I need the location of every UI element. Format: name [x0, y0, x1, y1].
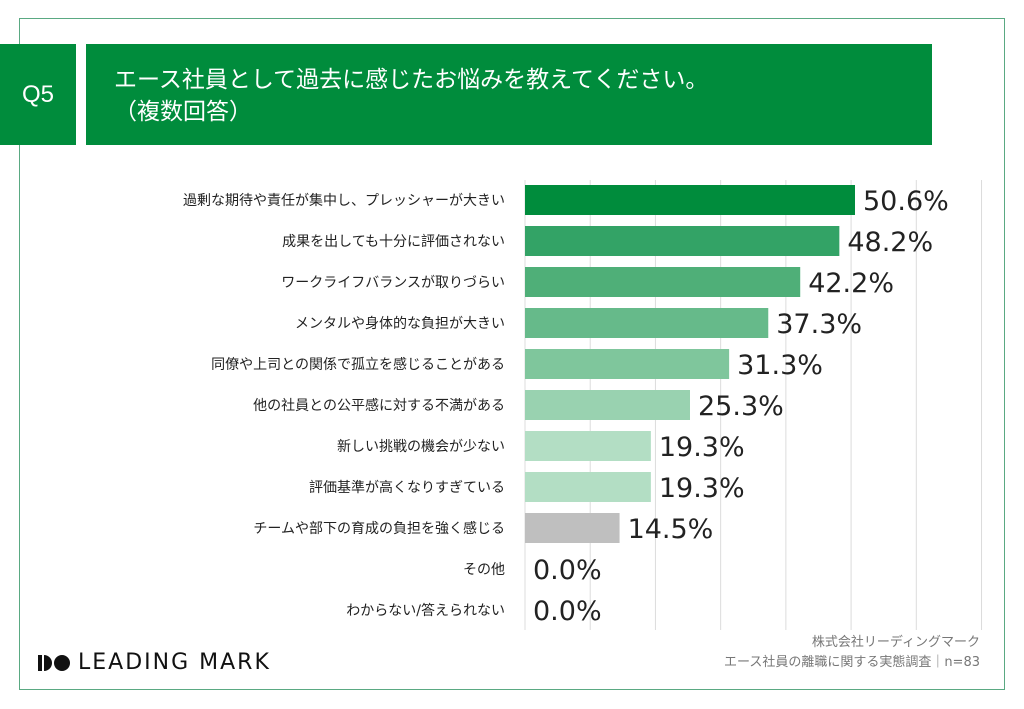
value-label: 25.3%: [698, 391, 784, 422]
category-label: チームや部下の育成の負担を強く感じる: [253, 520, 505, 537]
category-label: 過剰な期待や責任が集中し、プレッシャーが大きい: [183, 192, 505, 209]
company-name: 株式会社リーディングマーク: [811, 635, 980, 650]
category-label: ワークライフバランスが取りづらい: [281, 275, 505, 291]
bar: [525, 513, 620, 543]
value-label: 31.3%: [737, 350, 823, 381]
question-title: エース社員として過去に感じたお悩みを教えてください。 （複数回答）: [86, 44, 932, 145]
bar: [525, 431, 651, 461]
value-label: 0.0%: [533, 596, 602, 627]
bar: [525, 390, 690, 420]
category-label: 他の社員との公平感に対する不満がある: [253, 397, 505, 414]
value-label: 19.3%: [659, 473, 745, 504]
bar: [525, 267, 801, 297]
title-line-2: （複数回答）: [114, 99, 252, 125]
category-label: メンタルや身体的な負担が大きい: [295, 316, 505, 332]
logo-mark-icon: [38, 654, 70, 671]
source-note: 株式会社リーディングマーク エース社員の離職に関する実態調査｜n=83: [724, 633, 980, 673]
question-number: Q5: [0, 44, 76, 145]
bar: [525, 185, 855, 215]
bar: [525, 349, 730, 379]
value-label: 42.2%: [808, 268, 894, 299]
category-label: 同僚や上司との関係で孤立を感じることがある: [211, 356, 505, 373]
bar: [525, 308, 769, 338]
value-label: 0.0%: [533, 555, 602, 586]
title-line-1: エース社員として過去に感じたお悩みを教えてください。: [114, 67, 709, 93]
category-label: わからない/答えられない: [346, 602, 505, 619]
survey-name: エース社員の離職に関する実態調査｜n=83: [723, 655, 980, 670]
value-label: 14.5%: [628, 514, 714, 545]
bar: [525, 472, 651, 502]
category-label: 新しい挑戦の機会が少ない: [337, 439, 505, 455]
category-label: その他: [463, 562, 505, 578]
chart-frame: [19, 18, 1005, 690]
category-label: 成果を出しても十分に評価されない: [282, 234, 505, 250]
value-label: 48.2%: [847, 227, 933, 258]
value-label: 37.3%: [776, 309, 862, 340]
category-label: 評価基準が高くなりすぎている: [309, 479, 505, 496]
logo: LEADING MARK: [38, 650, 271, 675]
logo-text: LEADING MARK: [78, 650, 271, 675]
bar: [525, 226, 840, 256]
value-label: 50.6%: [863, 186, 949, 217]
value-label: 19.3%: [659, 432, 745, 463]
